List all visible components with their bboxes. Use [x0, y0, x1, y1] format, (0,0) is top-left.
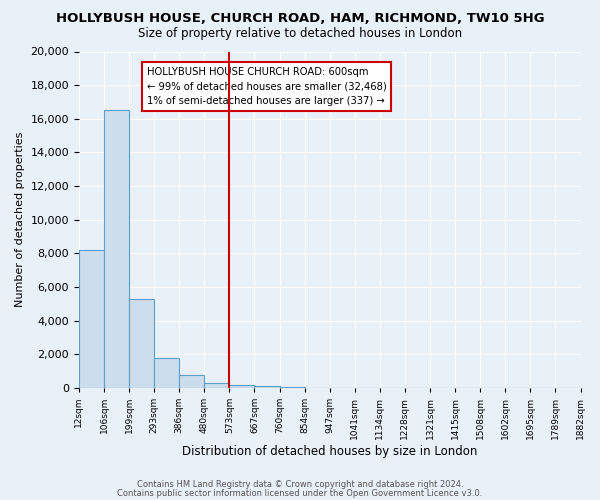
Bar: [154, 358, 179, 388]
Bar: [205, 382, 229, 388]
Bar: [254, 386, 280, 388]
Text: Contains HM Land Registry data © Crown copyright and database right 2024.: Contains HM Land Registry data © Crown c…: [137, 480, 463, 489]
Text: HOLLYBUSH HOUSE CHURCH ROAD: 600sqm
← 99% of detached houses are smaller (32,468: HOLLYBUSH HOUSE CHURCH ROAD: 600sqm ← 99…: [146, 66, 386, 106]
Bar: [280, 386, 305, 388]
Text: HOLLYBUSH HOUSE, CHURCH ROAD, HAM, RICHMOND, TW10 5HG: HOLLYBUSH HOUSE, CHURCH ROAD, HAM, RICHM…: [56, 12, 544, 26]
Bar: [104, 110, 129, 388]
Bar: [79, 250, 104, 388]
Text: Contains public sector information licensed under the Open Government Licence v3: Contains public sector information licen…: [118, 488, 482, 498]
Y-axis label: Number of detached properties: Number of detached properties: [15, 132, 25, 308]
Bar: [179, 375, 205, 388]
X-axis label: Distribution of detached houses by size in London: Distribution of detached houses by size …: [182, 444, 478, 458]
Bar: [129, 298, 154, 388]
Bar: [229, 386, 254, 388]
Text: Size of property relative to detached houses in London: Size of property relative to detached ho…: [138, 28, 462, 40]
